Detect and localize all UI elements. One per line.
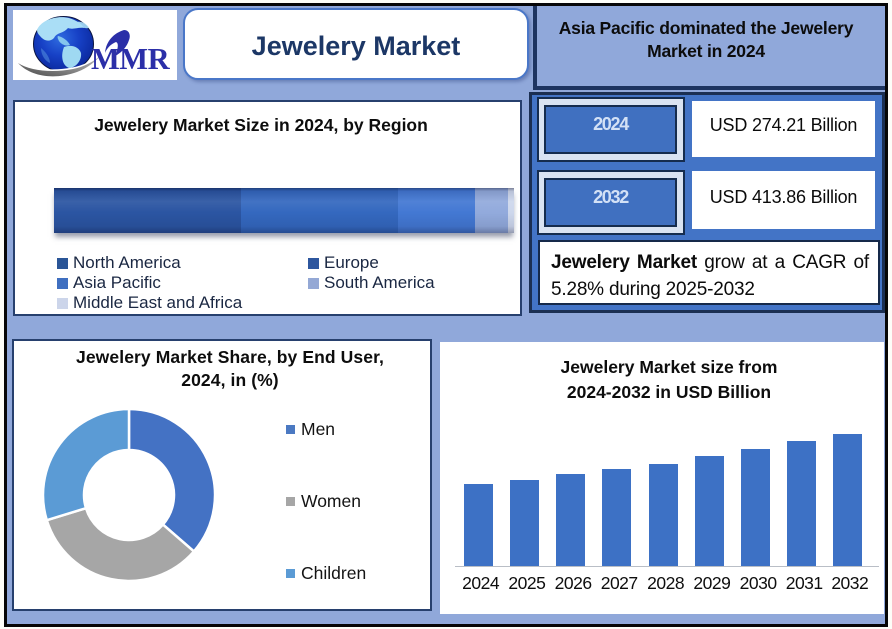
svg-text:MMR: MMR [91, 42, 171, 76]
